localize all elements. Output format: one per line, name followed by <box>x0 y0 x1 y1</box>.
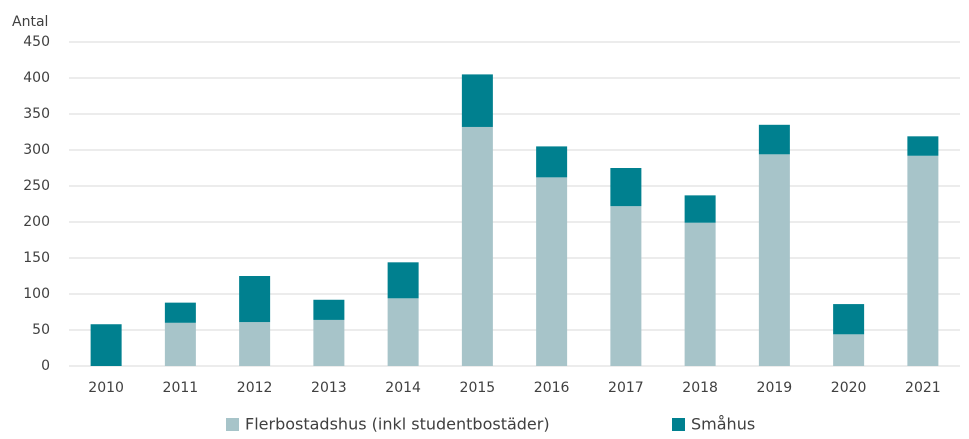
y-tick-label: 300 <box>23 142 50 158</box>
legend-swatch <box>226 418 239 431</box>
legend-label: Småhus <box>691 415 755 434</box>
y-tick-label: 400 <box>23 70 50 86</box>
y-tick-label: 50 <box>32 322 50 338</box>
y-tick-label: 0 <box>41 358 50 374</box>
bar-segment <box>387 262 419 299</box>
bar-segment <box>164 302 196 323</box>
legend-swatch <box>672 418 685 431</box>
bar-segment <box>461 126 493 367</box>
bar-segment <box>239 276 271 323</box>
x-tick-label: 2010 <box>88 380 124 396</box>
bar-segment <box>536 177 568 366</box>
x-tick-label: 2016 <box>534 380 570 396</box>
bar-segment <box>610 168 642 207</box>
bar-segment <box>907 136 939 156</box>
x-tick-label: 2014 <box>385 380 421 396</box>
y-tick-label: 450 <box>23 34 50 50</box>
bar-segment <box>536 146 568 178</box>
bar-segment <box>461 74 493 127</box>
legend-label: Flerbostadshus (inkl studentbostäder) <box>245 415 550 434</box>
x-tick-label: 2020 <box>831 380 867 396</box>
x-tick-label: 2011 <box>163 380 199 396</box>
bar-segment <box>907 155 939 366</box>
x-tick-label: 2021 <box>905 380 941 396</box>
bar-segment <box>684 195 716 223</box>
x-tick-label: 2017 <box>608 380 644 396</box>
y-tick-label: 250 <box>23 178 50 194</box>
bar-segment <box>684 222 716 366</box>
bar-segment <box>833 334 865 366</box>
bar-segment <box>387 298 419 366</box>
x-tick-label: 2018 <box>682 380 718 396</box>
x-tick-label: 2019 <box>757 380 793 396</box>
y-tick-label: 200 <box>23 214 50 230</box>
x-tick-label: 2013 <box>311 380 347 396</box>
y-tick-label: 100 <box>23 286 50 302</box>
bar-segment <box>239 322 271 366</box>
y-tick-label: 350 <box>23 106 50 122</box>
bar-segment <box>90 324 122 366</box>
y-tick-label: 150 <box>23 250 50 266</box>
x-tick-label: 2012 <box>237 380 273 396</box>
bar-segment <box>610 206 642 366</box>
bar-segment <box>833 304 865 335</box>
bar-segment <box>164 322 196 366</box>
bar-segment <box>313 319 345 366</box>
y-axis-label: Antal <box>12 14 48 30</box>
bar-segment <box>758 124 790 155</box>
bar-segment <box>758 154 790 366</box>
bar-segment <box>313 299 345 320</box>
x-tick-label: 2015 <box>460 380 496 396</box>
